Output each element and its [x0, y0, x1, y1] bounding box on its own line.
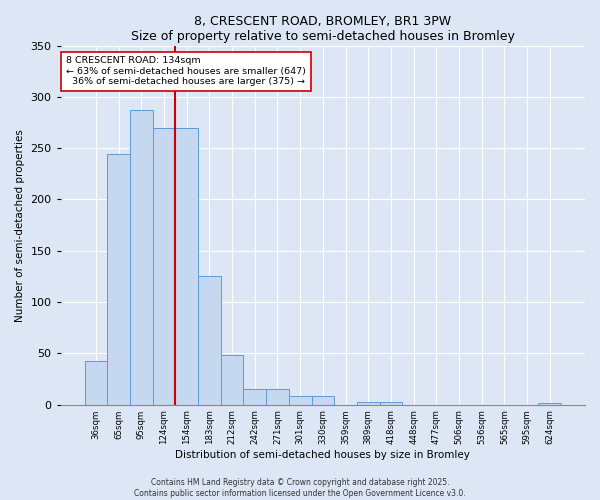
Title: 8, CRESCENT ROAD, BROMLEY, BR1 3PW
Size of property relative to semi-detached ho: 8, CRESCENT ROAD, BROMLEY, BR1 3PW Size … [131, 15, 515, 43]
Bar [266, 390, 289, 404]
Bar [311, 396, 334, 404]
Bar [357, 402, 380, 404]
Bar [130, 110, 152, 405]
Bar [244, 390, 266, 404]
Text: Contains HM Land Registry data © Crown copyright and database right 2025.
Contai: Contains HM Land Registry data © Crown c… [134, 478, 466, 498]
Bar [175, 128, 198, 404]
Bar [538, 402, 561, 404]
Text: 8 CRESCENT ROAD: 134sqm
← 63% of semi-detached houses are smaller (647)
  36% of: 8 CRESCENT ROAD: 134sqm ← 63% of semi-de… [66, 56, 306, 86]
Bar [107, 154, 130, 404]
X-axis label: Distribution of semi-detached houses by size in Bromley: Distribution of semi-detached houses by … [175, 450, 470, 460]
Bar [380, 402, 402, 404]
Bar [152, 128, 175, 404]
Y-axis label: Number of semi-detached properties: Number of semi-detached properties [15, 128, 25, 322]
Bar [289, 396, 311, 404]
Bar [198, 276, 221, 404]
Bar [85, 360, 107, 405]
Bar [221, 356, 244, 405]
